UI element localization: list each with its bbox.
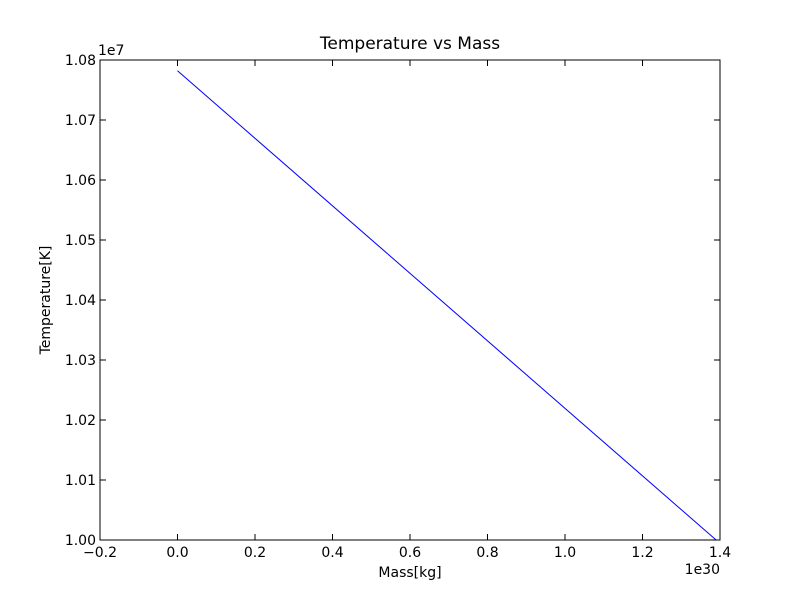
x-offset-label: 1e30 bbox=[685, 562, 720, 578]
y-tick-label: 1.07 bbox=[65, 113, 96, 129]
plot-frame bbox=[99, 59, 721, 541]
y-tick-label: 1.03 bbox=[65, 353, 96, 369]
x-tick-label: 0.6 bbox=[399, 545, 421, 561]
x-axis-label: Mass[kg] bbox=[378, 565, 441, 581]
plot-lines bbox=[177, 70, 717, 541]
x-tick-label: 1.0 bbox=[554, 545, 576, 561]
y-tick-label: 1.01 bbox=[65, 473, 96, 489]
x-tick-label: −0.2 bbox=[83, 545, 117, 561]
y-offset-label: 1e7 bbox=[98, 43, 124, 59]
chart-title: Temperature vs Mass bbox=[319, 34, 500, 54]
x-tick-label: 1.2 bbox=[631, 545, 653, 561]
y-tick-label: 1.08 bbox=[65, 53, 96, 69]
x-tick-label: 1.4 bbox=[709, 545, 731, 561]
axis-ticks: −0.2 0.0 0.2 0.4 0.6 0.8 1.0 1.2 1.4 1.00 1.01 1.02… bbox=[65, 53, 731, 561]
y-tick-label: 1.06 bbox=[65, 173, 96, 189]
y-axis-label: Temperature[K] bbox=[38, 246, 54, 356]
x-tick-label: 0.2 bbox=[244, 545, 266, 561]
y-tick-label: 1.02 bbox=[65, 413, 96, 429]
series-line bbox=[177, 70, 717, 541]
x-tick-label: 0.0 bbox=[166, 545, 188, 561]
x-tick-label: 0.4 bbox=[321, 545, 343, 561]
x-tick-label: 0.8 bbox=[476, 545, 498, 561]
y-tick-label: 1.00 bbox=[65, 533, 96, 549]
y-tick-label: 1.05 bbox=[65, 233, 96, 249]
y-tick-label: 1.04 bbox=[65, 293, 96, 309]
